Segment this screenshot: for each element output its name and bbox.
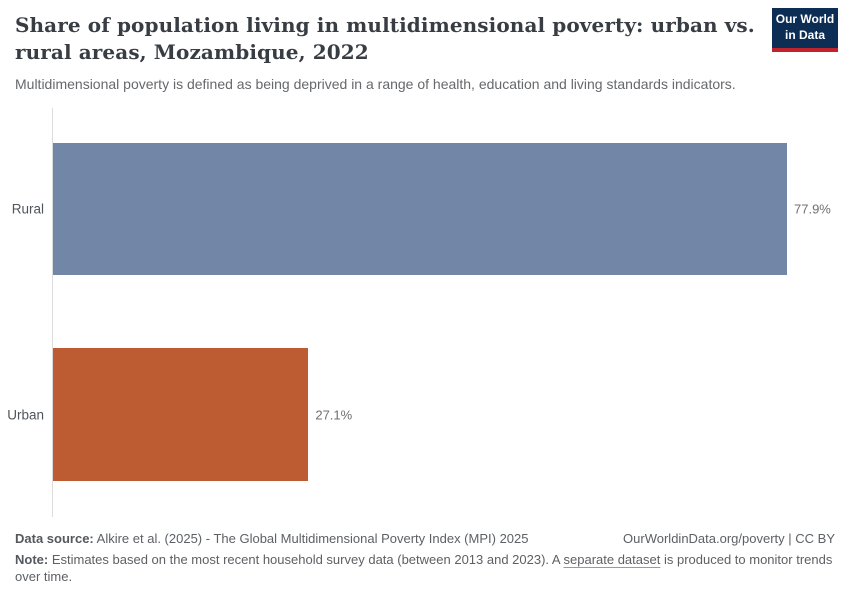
data-source-label: Data source:: [15, 531, 94, 546]
owid-logo-line2: in Data: [784, 28, 825, 42]
note-text-before: Estimates based on the most recent house…: [48, 552, 564, 568]
attribution-license: | CC BY: [784, 531, 835, 546]
value-label-rural: 77.9%: [794, 201, 831, 217]
chart-subtitle: Multidimensional poverty is defined as b…: [15, 76, 736, 92]
bar-urban: [53, 348, 309, 481]
category-label-urban: Urban: [7, 407, 44, 422]
note-label: Note:: [15, 552, 49, 568]
separate-dataset-link[interactable]: separate dataset: [563, 552, 661, 568]
value-label-urban: 27.1%: [315, 407, 353, 422]
chart-header: Share of population living in multidimen…: [15, 12, 835, 93]
attribution: OurWorldinData.org/poverty | CC BY: [623, 530, 835, 547]
y-axis-line: [52, 108, 53, 517]
owid-logo-line1: Our World: [775, 12, 835, 27]
category-label-rural: Rural: [11, 201, 44, 217]
chart-title: Share of population living in multidimen…: [15, 13, 755, 64]
footer-source-row: Data source: Alkire et al. (2025) - The …: [15, 530, 835, 547]
bar-row-urban: Urban 27.1%: [0, 348, 850, 481]
bar-row-rural: Rural 77.9%: [0, 143, 850, 275]
data-source-text: Alkire et al. (2025) - The Global Multid…: [93, 531, 529, 546]
note-text-after: is produced to monitor trends over time.: [15, 552, 833, 585]
chart-footer: Data source: Alkire et al. (2025) - The …: [15, 530, 835, 585]
data-source-line: Data source: Alkire et al. (2025) - The …: [15, 530, 529, 547]
bar-chart: Rural 77.9% Urban 27.1%: [0, 108, 850, 517]
attribution-link[interactable]: OurWorldinData.org/poverty: [623, 531, 785, 546]
bar-rural: [53, 143, 787, 275]
owid-logo[interactable]: Our World in Data: [772, 8, 838, 52]
note-line: Note: Estimates based on the most recent…: [15, 551, 835, 585]
